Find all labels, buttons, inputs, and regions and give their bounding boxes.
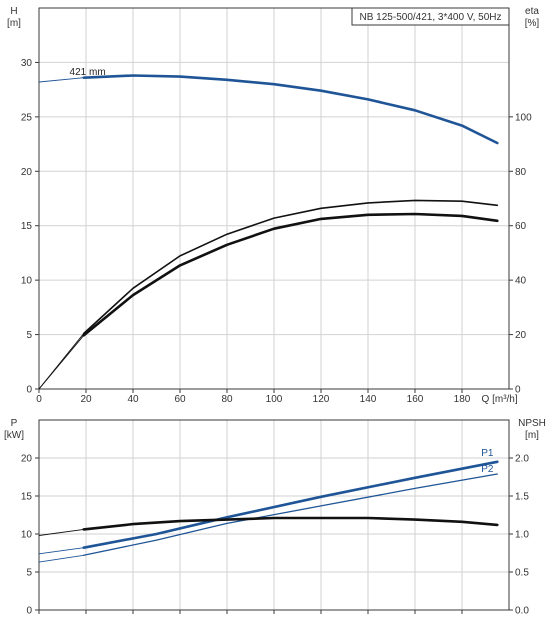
y-left-tick-label: 10: [21, 276, 33, 287]
y-left-tick-label: 30: [21, 58, 33, 69]
series-line-extension: [38, 528, 84, 536]
y-left-tick-label: 10: [21, 530, 33, 541]
x-tick-label: 160: [407, 394, 424, 405]
series-line: [82, 199, 499, 335]
x-tick-label: 60: [174, 394, 186, 405]
y-right-tick-label: 2.0: [515, 454, 529, 465]
y-left-tick-label: 5: [26, 330, 32, 341]
y-left-tick-label: 0: [26, 385, 32, 396]
y-left-axis-unit: [m]: [7, 18, 21, 29]
x-axis-label: Q [m³/h]: [482, 394, 518, 405]
series-line: [83, 473, 498, 556]
series-line-extension: [38, 547, 84, 555]
y-left-tick-label: 15: [21, 492, 33, 503]
y-right-axis-label: NPSH: [518, 418, 546, 429]
y-left-axis-label: H: [10, 6, 17, 17]
y-right-tick-label: 0.0: [515, 606, 529, 617]
series-line: [82, 212, 499, 337]
series-label: P2: [481, 464, 494, 475]
y-right-axis-label: eta: [525, 6, 539, 17]
y-left-axis-label: P: [11, 418, 18, 429]
y-right-tick-label: 100: [515, 112, 532, 123]
x-tick-label: 120: [313, 394, 330, 405]
y-right-tick-label: 0.5: [515, 568, 529, 579]
x-tick-label: 0: [36, 394, 42, 405]
x-tick-label: 100: [266, 394, 283, 405]
series-line: [82, 460, 499, 550]
series-line-extension: [38, 554, 84, 563]
y-right-tick-label: 1.5: [515, 492, 529, 503]
y-right-tick-label: 40: [515, 276, 527, 287]
y-right-tick-label: 1.0: [515, 530, 529, 541]
y-left-tick-label: 15: [21, 221, 33, 232]
series-line: [82, 516, 499, 531]
series-line-extension: [38, 77, 84, 83]
series-line-extension: [38, 333, 85, 390]
y-left-tick-label: 0: [26, 606, 32, 617]
chart-annotation-box: [351, 7, 510, 26]
y-right-tick-label: 20: [515, 330, 527, 341]
y-right-tick-label: 60: [515, 221, 527, 232]
y-right-axis-unit: [m]: [525, 430, 539, 441]
y-right-axis-unit: [%]: [525, 18, 540, 29]
y-left-tick-label: 20: [21, 167, 33, 178]
chart-annotation: NB 125-500/421, 3*400 V, 50Hz: [360, 12, 502, 23]
series-line: [82, 74, 499, 145]
y-left-axis-unit: [kW]: [4, 430, 24, 441]
x-tick-label: 80: [221, 394, 233, 405]
y-left-tick-label: 25: [21, 112, 33, 123]
series-label: P1: [481, 448, 494, 459]
y-left-tick-label: 20: [21, 454, 33, 465]
x-tick-label: 140: [360, 394, 377, 405]
x-tick-label: 180: [454, 394, 471, 405]
y-right-tick-label: 80: [515, 167, 527, 178]
x-tick-label: 20: [80, 394, 92, 405]
y-right-tick-label: 0: [515, 385, 521, 396]
y-left-tick-label: 5: [26, 568, 32, 579]
series-label: 421 mm: [70, 67, 106, 78]
x-tick-label: 40: [127, 394, 139, 405]
